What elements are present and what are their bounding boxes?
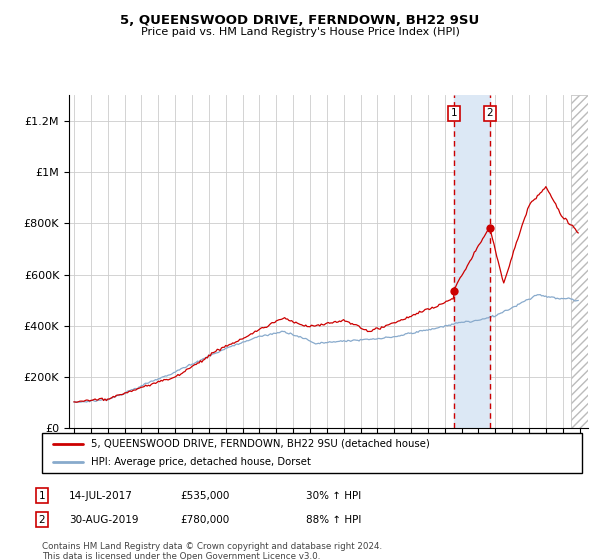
Text: 30% ↑ HPI: 30% ↑ HPI [306,491,361,501]
Text: 2: 2 [486,108,493,118]
Text: 1: 1 [451,108,457,118]
Text: 5, QUEENSWOOD DRIVE, FERNDOWN, BH22 9SU (detached house): 5, QUEENSWOOD DRIVE, FERNDOWN, BH22 9SU … [91,439,430,449]
Bar [571,95,600,428]
Text: 14-JUL-2017: 14-JUL-2017 [69,491,133,501]
Text: Contains HM Land Registry data © Crown copyright and database right 2024.
This d: Contains HM Land Registry data © Crown c… [42,542,382,560]
FancyBboxPatch shape [42,433,582,473]
Bar [571,95,600,428]
Text: 30-AUG-2019: 30-AUG-2019 [69,515,139,525]
Text: 1: 1 [38,491,46,501]
Text: 88% ↑ HPI: 88% ↑ HPI [306,515,361,525]
Bar [454,95,490,428]
Text: 5, QUEENSWOOD DRIVE, FERNDOWN, BH22 9SU: 5, QUEENSWOOD DRIVE, FERNDOWN, BH22 9SU [121,14,479,27]
Text: Price paid vs. HM Land Registry's House Price Index (HPI): Price paid vs. HM Land Registry's House … [140,27,460,37]
Text: £535,000: £535,000 [180,491,229,501]
Text: HPI: Average price, detached house, Dorset: HPI: Average price, detached house, Dors… [91,458,311,467]
Text: 2: 2 [38,515,46,525]
Text: £780,000: £780,000 [180,515,229,525]
